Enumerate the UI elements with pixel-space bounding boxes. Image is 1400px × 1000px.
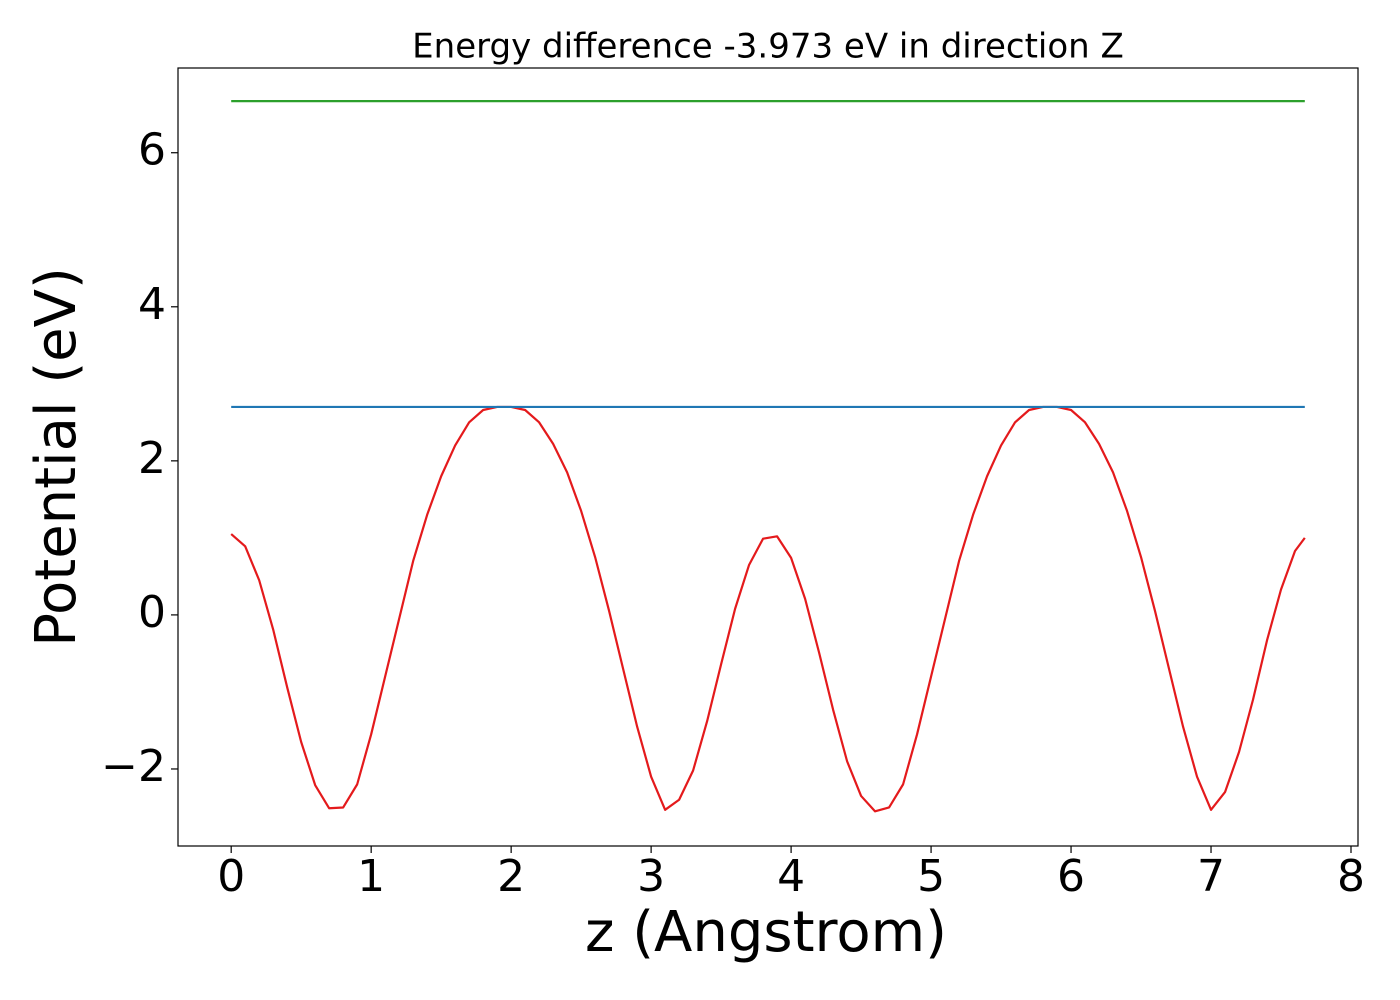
y-tick-label: 2 — [138, 433, 166, 484]
y-tick-label: −2 — [101, 741, 166, 792]
x-tick-label: 7 — [1197, 851, 1225, 902]
x-tick-label: 4 — [777, 851, 805, 902]
x-tick-label: 6 — [1057, 851, 1085, 902]
x-tick-label: 0 — [217, 851, 245, 902]
data-line — [230, 405, 1306, 813]
x-tick-label: 1 — [357, 851, 385, 902]
y-tick-label: 6 — [138, 125, 166, 176]
y-axis-label: Potential (eV) — [24, 267, 89, 647]
x-tick-label: 5 — [917, 851, 945, 902]
y-tick-label: 0 — [138, 587, 166, 638]
y-tick-label: 4 — [138, 279, 166, 330]
x-tick-label: 2 — [497, 851, 525, 902]
x-axis-label: z (Angstrom) — [585, 900, 947, 965]
plot-frame — [177, 67, 1359, 847]
x-tick-label: 8 — [1337, 851, 1365, 902]
chart-title: Energy difference -3.973 eV in direction… — [412, 27, 1124, 67]
x-tick-label: 3 — [637, 851, 665, 902]
